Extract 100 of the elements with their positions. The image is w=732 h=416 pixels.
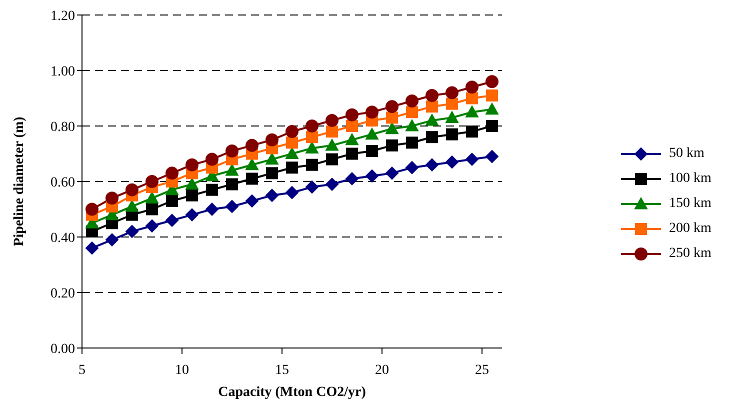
- point: [286, 162, 298, 174]
- point: [186, 189, 198, 202]
- point: [406, 136, 418, 149]
- point: [326, 138, 338, 151]
- point: [266, 152, 278, 165]
- point: [486, 89, 498, 102]
- point: [466, 152, 478, 166]
- point: [426, 131, 438, 144]
- point: [126, 200, 138, 212]
- point: [466, 92, 478, 104]
- point: [446, 128, 458, 140]
- point: [386, 112, 398, 124]
- point: [366, 169, 378, 182]
- x-tick-label: 25: [475, 362, 489, 378]
- y-axis-title: Pipeline diameter (m): [12, 116, 27, 246]
- point: [346, 148, 358, 160]
- point: [386, 100, 398, 114]
- y-tick-label: 1.20: [50, 8, 75, 24]
- point: [466, 80, 478, 94]
- y-tick-label: 0.40: [50, 230, 75, 246]
- point: [306, 142, 318, 154]
- point: [306, 180, 318, 194]
- point: [366, 128, 378, 140]
- point: [346, 120, 358, 132]
- point: [326, 114, 338, 127]
- point: [266, 188, 278, 202]
- point: [286, 147, 298, 160]
- point: [446, 98, 458, 110]
- point: [406, 106, 418, 118]
- point: [406, 120, 418, 132]
- point: [226, 200, 238, 213]
- point: [466, 126, 478, 138]
- point: [386, 122, 398, 134]
- point: [366, 106, 378, 119]
- x-tick-label: 20: [375, 362, 389, 378]
- point: [146, 219, 158, 232]
- point: [186, 158, 198, 172]
- point: [366, 144, 378, 157]
- point: [466, 106, 478, 118]
- x-tick-label: 15: [275, 362, 289, 378]
- point: [426, 100, 438, 113]
- point: [246, 138, 258, 152]
- point: [226, 178, 238, 190]
- point: [346, 172, 358, 186]
- point: [286, 186, 298, 200]
- point: [226, 164, 238, 176]
- point: [446, 111, 458, 123]
- point: [166, 194, 178, 207]
- point: [386, 139, 398, 152]
- legend-label: 150 km: [669, 196, 712, 212]
- point: [86, 242, 98, 255]
- point: [326, 153, 338, 166]
- y-tick-label: 0.20: [50, 286, 75, 302]
- point: [326, 178, 338, 191]
- point: [166, 214, 178, 227]
- point: [206, 202, 218, 216]
- point: [246, 158, 258, 170]
- point: [386, 166, 398, 180]
- point: [306, 120, 318, 132]
- legend-label: 200 km: [669, 220, 712, 236]
- legend-label: 100 km: [669, 170, 712, 186]
- point: [326, 126, 338, 138]
- point: [346, 108, 358, 122]
- point: [146, 203, 158, 216]
- legend-label: 250 km: [669, 246, 712, 262]
- y-tick-label: 0.60: [50, 175, 75, 190]
- point: [286, 125, 298, 138]
- point: [86, 202, 98, 216]
- point: [486, 120, 498, 132]
- legend-label: 50 km: [669, 146, 704, 162]
- y-tick-label: 0.00: [50, 342, 75, 357]
- point: [286, 136, 298, 149]
- point: [346, 133, 358, 146]
- point: [246, 172, 258, 185]
- point: [446, 156, 458, 169]
- x-axis-title: Capacity (Mton CO2/yr): [218, 385, 366, 400]
- point: [126, 183, 138, 196]
- point: [486, 75, 498, 88]
- point: [446, 86, 458, 100]
- y-tick-label: 1.00: [50, 64, 75, 80]
- point: [166, 166, 178, 180]
- point: [306, 158, 318, 171]
- point: [406, 161, 418, 174]
- point: [266, 167, 278, 180]
- point: [306, 131, 318, 144]
- point: [426, 158, 438, 172]
- point: [106, 192, 118, 205]
- point: [106, 233, 118, 246]
- x-tick-label: 5: [78, 362, 86, 378]
- y-tick-label: 0.80: [50, 120, 75, 135]
- point: [186, 208, 198, 222]
- point: [426, 114, 438, 126]
- x-tick-label: 10: [175, 362, 189, 378]
- point: [126, 224, 138, 238]
- point: [226, 144, 238, 158]
- point: [486, 102, 498, 115]
- point: [266, 133, 278, 146]
- point: [146, 175, 158, 188]
- point: [426, 88, 438, 102]
- point: [246, 194, 258, 208]
